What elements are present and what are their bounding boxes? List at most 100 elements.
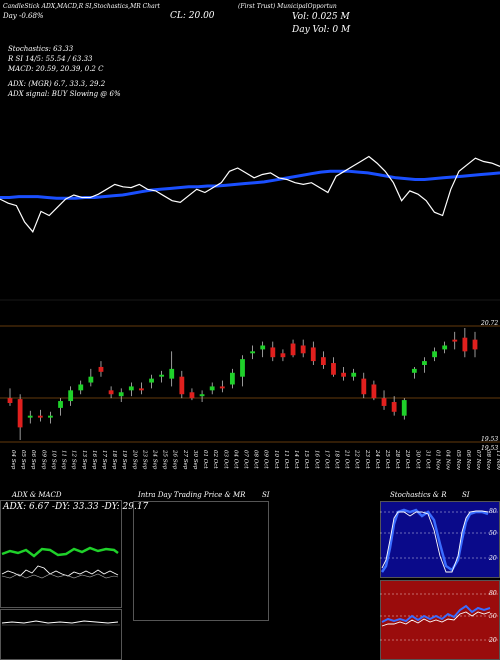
x-tick-label: 05 Nov <box>455 450 461 471</box>
candle-body <box>48 415 53 418</box>
candle-body <box>391 402 397 412</box>
ma-fast-line <box>0 155 500 233</box>
candle-body <box>432 351 437 358</box>
x-tick-label: 02 Oct <box>212 450 218 469</box>
x-tick-label: 24 Oct <box>374 449 380 469</box>
price-level-bot-1: 19.53 <box>481 436 499 443</box>
candle-body <box>442 345 448 350</box>
price-level-bot-2: 19.53 <box>481 445 499 452</box>
candle-body <box>452 339 458 342</box>
candle-body <box>422 361 427 365</box>
x-tick-label: 11 Sep <box>61 450 67 470</box>
x-tick-label: 03 Oct <box>222 450 228 469</box>
candle-body <box>361 378 367 395</box>
x-tick-label: 14 Oct <box>293 450 299 469</box>
candle-body <box>462 337 468 352</box>
candle-body <box>260 345 266 350</box>
candle-body <box>472 339 478 350</box>
candle-body <box>98 366 104 372</box>
candle-body <box>280 353 286 358</box>
macd-panel <box>0 609 122 660</box>
x-tick-label: 27 Sep <box>182 449 188 470</box>
x-tick-label: 20 Sep <box>131 449 137 470</box>
x-tick-label: 08 Oct <box>253 450 259 469</box>
candle-body <box>27 415 33 418</box>
x-tick-label: 30 Sep <box>192 450 198 470</box>
candle-body <box>128 386 134 391</box>
rsi-20-label: 20 <box>489 637 497 644</box>
x-tick-label: 09 Sep <box>40 450 46 470</box>
macd-readout: MACD: 20.59, 20.39, 0.2 C <box>8 65 104 73</box>
x-tick-label: 25 Oct <box>384 449 390 469</box>
x-tick-label: 06 Nov <box>465 450 471 471</box>
candle-body <box>68 390 74 402</box>
intraday-panel-si: SI <box>262 491 270 499</box>
candle-body <box>250 351 256 354</box>
x-tick-label: 12 Sep <box>71 450 77 470</box>
x-tick-label: 22 Oct <box>354 449 360 469</box>
adx-panel-title: ADX & MACD <box>12 491 62 499</box>
x-tick-label: 31 Oct <box>424 450 430 469</box>
candle-body <box>411 368 417 373</box>
candle-body <box>169 368 175 379</box>
candle-body <box>58 401 63 408</box>
x-tick-label: 13 Sep <box>81 450 87 470</box>
stoch-panel-si: SI <box>462 491 470 499</box>
candle-body <box>371 384 377 399</box>
x-tick-label: 11 Nov <box>495 450 500 471</box>
x-tick-label: 01 Nov <box>435 450 441 471</box>
x-tick-label: 28 Oct <box>394 449 400 469</box>
x-tick-label: 04 Oct <box>232 450 238 469</box>
candle-body <box>341 372 346 377</box>
stoch-20-label: 20 <box>489 555 497 562</box>
x-tick-label: 07 Nov <box>475 450 481 471</box>
x-tick-label: 17 Oct <box>323 450 329 469</box>
x-tick-label: 18 Sep <box>111 450 117 470</box>
candle-body <box>199 394 205 397</box>
candle-body <box>149 378 154 383</box>
candle-body <box>351 372 357 377</box>
x-tick-label: 23 Oct <box>364 449 370 469</box>
stoch-readout: Stochastics: 63.33 <box>8 45 74 53</box>
candle-body <box>37 415 43 418</box>
vol-label: Vol: 0.025 M <box>292 12 350 22</box>
candles <box>7 327 478 441</box>
stoch-panel-title: Stochastics & R <box>390 491 447 499</box>
moving-averages <box>0 155 500 233</box>
x-tick-label: 07 Oct <box>243 450 249 469</box>
x-tick-label: 04 Nov <box>445 450 451 471</box>
day-vol-label: Day Vol: 0 M <box>292 25 351 35</box>
x-tick-label: 26 Sep <box>172 449 178 470</box>
x-tick-label: 21 Oct <box>344 449 350 469</box>
price-level-top: 20.72 <box>481 320 499 327</box>
price-chart: 04 Sep 05 Sep 06 Sep 09 Sep 10 Sep 11 Sep 12 S… <box>0 155 500 471</box>
x-tick-label: 06 Sep <box>30 450 36 470</box>
stoch-panel <box>380 501 500 578</box>
x-tick-label: 17 Sep <box>101 450 107 470</box>
x-tick-label: 16 Sep <box>91 450 97 470</box>
x-tick-label: 23 Sep <box>141 449 147 470</box>
candle-body <box>209 386 215 391</box>
x-tick-label: 30 Oct <box>414 450 420 469</box>
stoch-50-label: 50 <box>489 530 497 537</box>
candle-body <box>270 347 276 358</box>
x-tick-label: 16 Oct <box>313 450 319 469</box>
intraday-panel <box>133 501 269 621</box>
adx-signal-readout: ADX signal: BUY Slowing @ 6% <box>8 90 121 98</box>
candle-body <box>381 398 387 406</box>
close-label: CL: 20.00 <box>170 11 215 21</box>
intraday-panel-title: Intra Day Trading Price & MR <box>138 491 246 499</box>
header-chart-types: CandleStick ADX,MACD,R SI,Stochastics,MR… <box>3 3 160 10</box>
candle-body <box>118 392 124 397</box>
candle-body <box>240 359 245 377</box>
x-axis-labels: 04 Sep 05 Sep 06 Sep 09 Sep 10 Sep 11 Sep 12 S… <box>10 449 500 471</box>
candle-body <box>159 374 165 377</box>
adx-readout: ADX: (MGR) 6.7, 33.3, 29.2 <box>8 80 106 88</box>
candle-body <box>300 345 306 354</box>
x-tick-label: 19 Sep <box>121 450 127 470</box>
candle-body <box>78 384 84 391</box>
candle-body <box>290 343 296 356</box>
x-tick-label: 08 Nov <box>485 450 491 471</box>
day-change: Day -0.68% <box>3 12 44 20</box>
candle-body <box>108 390 114 395</box>
